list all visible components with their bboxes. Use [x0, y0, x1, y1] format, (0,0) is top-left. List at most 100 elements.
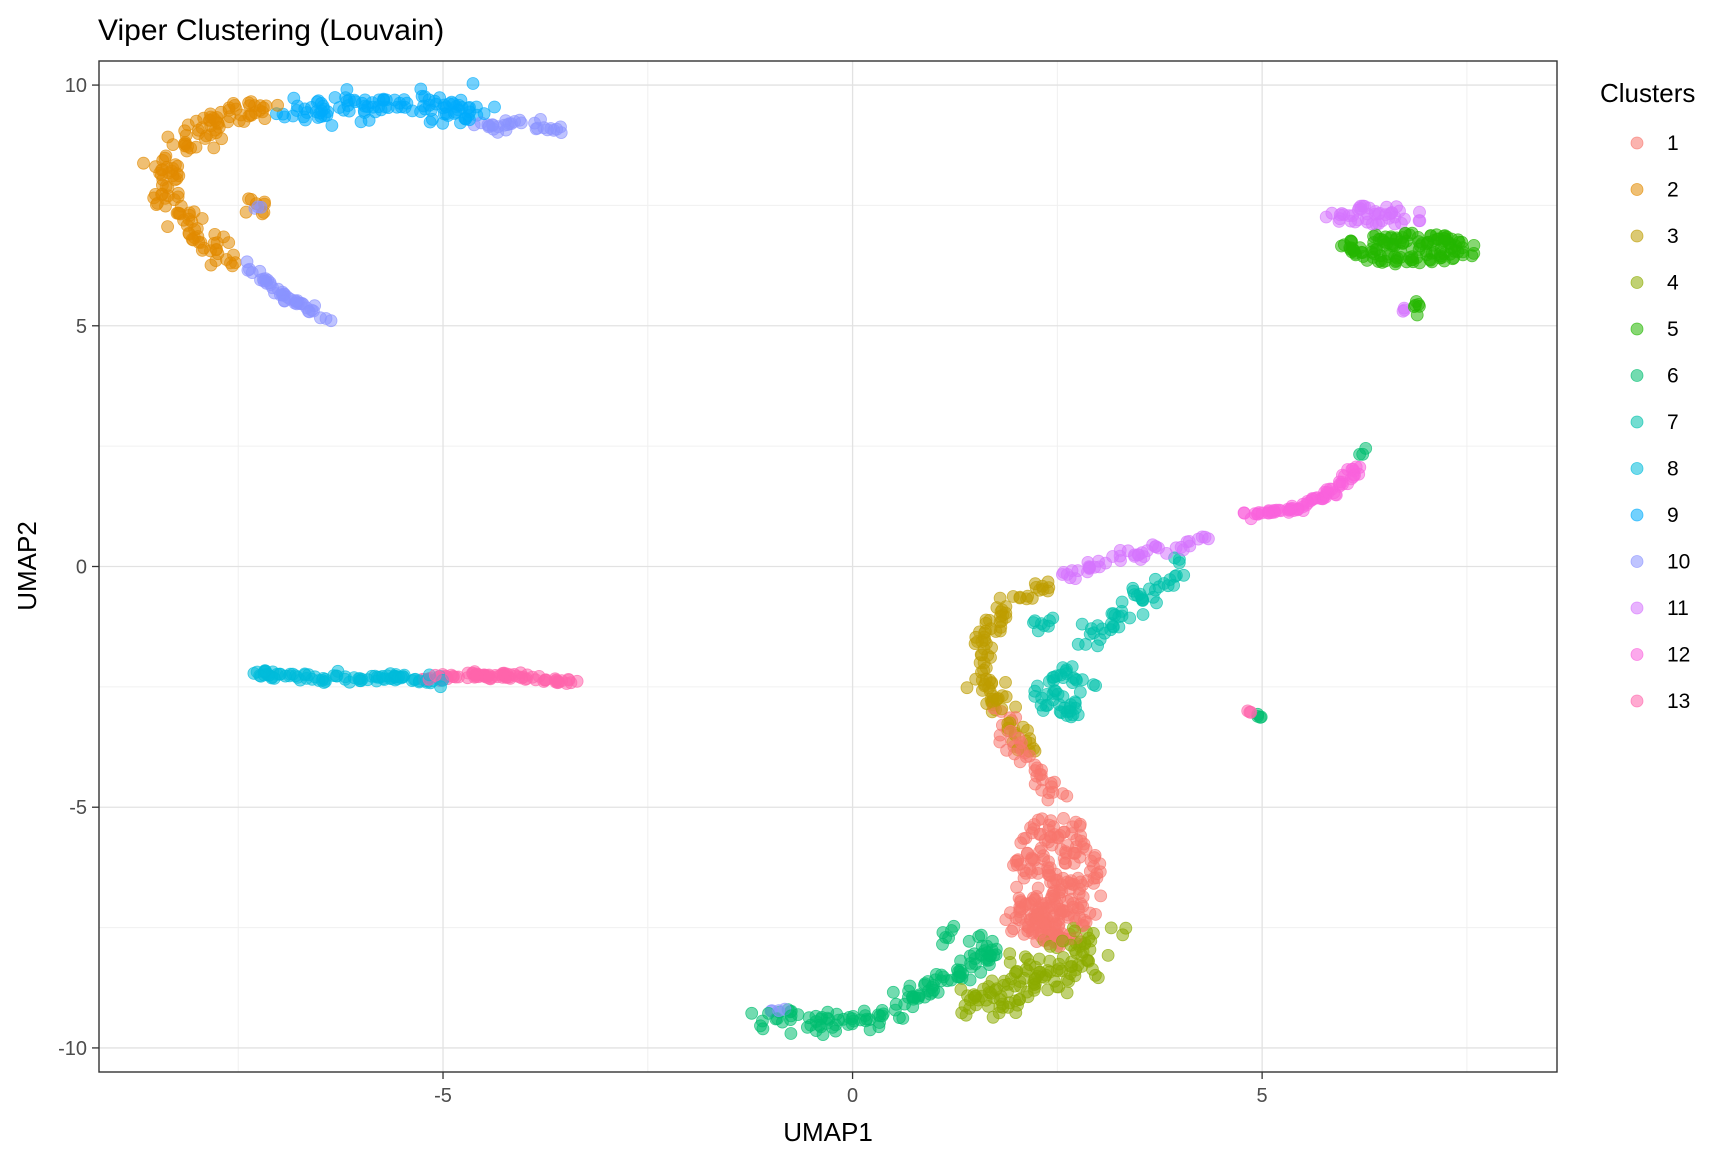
data-point	[991, 692, 1005, 705]
data-point	[1086, 962, 1099, 976]
data-point	[286, 109, 300, 123]
data-point	[520, 668, 534, 682]
legend-swatch	[1630, 415, 1644, 429]
data-point	[1168, 569, 1182, 583]
data-point	[756, 1022, 770, 1036]
data-point	[251, 200, 265, 214]
data-point	[1355, 245, 1368, 259]
data-point	[1116, 928, 1130, 942]
data-point	[999, 606, 1013, 620]
data-point	[181, 140, 195, 153]
data-point	[1172, 556, 1186, 570]
data-point	[1056, 934, 1069, 948]
data-point	[244, 95, 258, 108]
data-point	[1042, 619, 1055, 633]
legend-swatch	[1630, 648, 1644, 661]
data-point	[1013, 591, 1027, 605]
data-point	[243, 262, 256, 276]
data-point	[1114, 554, 1127, 567]
data-point	[1089, 908, 1102, 921]
data-point	[1152, 580, 1166, 594]
data-point	[452, 99, 466, 112]
data-point	[466, 77, 480, 90]
data-point	[983, 958, 996, 971]
data-point	[1033, 928, 1047, 941]
data-point	[422, 98, 436, 112]
data-point	[210, 243, 224, 256]
data-point	[1042, 868, 1056, 882]
data-point	[499, 123, 513, 137]
data-point	[979, 993, 993, 1007]
data-point	[434, 680, 447, 694]
data-point	[1028, 981, 1042, 994]
data-point	[225, 259, 239, 273]
legend-label: 11	[1667, 597, 1689, 620]
data-point	[942, 931, 955, 945]
data-point	[1050, 964, 1064, 978]
data-point	[974, 928, 988, 942]
data-point	[1064, 967, 1077, 981]
data-point	[1135, 591, 1148, 605]
data-point	[463, 105, 477, 119]
data-point	[1012, 993, 1026, 1007]
data-point	[161, 220, 175, 234]
data-point	[203, 128, 217, 142]
legend-swatch	[1630, 555, 1644, 568]
data-point	[1049, 917, 1063, 930]
data-point	[1008, 967, 1022, 980]
data-point	[1104, 921, 1118, 935]
data-point	[1389, 255, 1403, 269]
legend-swatch	[1630, 276, 1644, 289]
data-point	[1333, 477, 1347, 491]
data-point	[1028, 894, 1041, 907]
data-point	[947, 919, 961, 933]
data-point	[167, 193, 181, 207]
legend-swatch	[1630, 508, 1644, 522]
legend-swatch	[1630, 462, 1644, 475]
data-point	[1160, 547, 1173, 560]
data-point	[1056, 568, 1069, 581]
data-point	[472, 670, 485, 684]
data-point	[889, 997, 903, 1011]
data-point	[1045, 838, 1059, 852]
data-point	[1071, 564, 1085, 577]
data-point	[1244, 512, 1258, 526]
data-point	[325, 119, 339, 132]
legend-swatch	[1630, 183, 1644, 196]
data-point	[1333, 212, 1347, 226]
data-point	[137, 156, 150, 170]
data-point	[1041, 575, 1055, 589]
x-tick-label: -5	[434, 1085, 452, 1107]
data-point	[1008, 747, 1021, 761]
data-point	[1016, 720, 1030, 734]
data-point	[1388, 217, 1402, 231]
data-point	[1075, 617, 1089, 631]
legend-swatch	[1630, 369, 1644, 382]
legend-label: 2	[1667, 179, 1679, 202]
data-point	[354, 115, 368, 129]
data-point	[993, 591, 1007, 605]
data-point	[1361, 215, 1374, 229]
y-tick-label: 10	[65, 75, 87, 97]
data-point	[1061, 910, 1075, 924]
data-point	[1406, 242, 1419, 256]
data-point	[1068, 924, 1082, 938]
data-point	[1014, 894, 1027, 907]
data-point	[260, 276, 274, 290]
data-point	[1027, 616, 1040, 629]
data-point	[931, 985, 945, 999]
data-point	[986, 1010, 1000, 1024]
data-point	[1396, 304, 1410, 318]
data-point	[1042, 823, 1055, 837]
data-point	[1003, 956, 1017, 969]
data-point	[312, 94, 325, 108]
data-point	[1012, 731, 1026, 745]
y-tick-label: 0	[76, 557, 87, 579]
data-point	[302, 304, 315, 318]
data-point	[1058, 856, 1072, 870]
data-point	[1031, 881, 1045, 895]
data-point	[1377, 238, 1391, 252]
data-point	[222, 236, 236, 250]
data-point	[242, 109, 256, 123]
